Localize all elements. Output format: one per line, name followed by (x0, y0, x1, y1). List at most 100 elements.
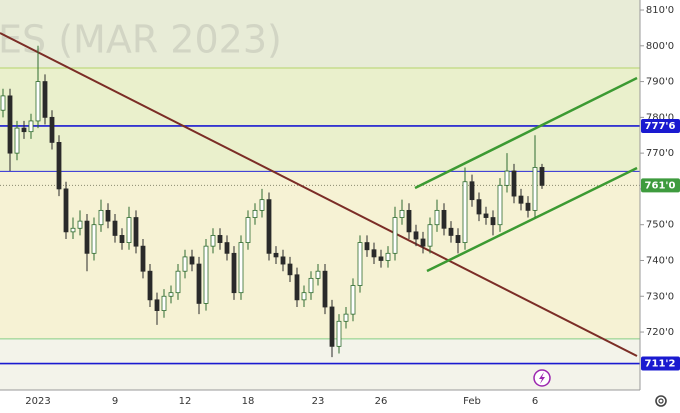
candle-body (539, 167, 545, 186)
candle-body (98, 209, 104, 226)
candle-body (301, 292, 307, 301)
candle-body (77, 220, 83, 229)
candle-body (7, 95, 13, 154)
candle-body (140, 245, 146, 272)
candle-body (119, 235, 125, 243)
candle-body (266, 199, 272, 254)
y-tick-label: 770'0 (646, 148, 674, 159)
zone (0, 338, 640, 390)
candle-body (196, 263, 202, 304)
candle-body (406, 209, 412, 233)
candle-body (252, 209, 258, 218)
candle-body (350, 285, 356, 315)
candle-body (448, 227, 454, 236)
candle-body (245, 217, 251, 243)
candle-body (273, 252, 279, 258)
event-bolt (539, 372, 545, 384)
candle-body (392, 217, 398, 254)
candle-body (518, 195, 524, 204)
candle-body (35, 81, 41, 122)
candle-body (420, 238, 426, 247)
candle-body (469, 181, 475, 201)
y-tick-label: 810'0 (646, 5, 674, 16)
candle-body (84, 220, 90, 254)
candles (0, 45, 545, 358)
axis-labels: 720'0730'0740'0750'0760'0770'0780'0790'0… (25, 5, 680, 407)
candle-body (462, 181, 468, 243)
trend-line (0, 32, 638, 357)
candle-body (70, 227, 76, 233)
candle-body (154, 299, 160, 311)
candle-body (175, 270, 181, 294)
candle-body (441, 209, 447, 229)
y-tick-label: 720'0 (646, 327, 674, 338)
candle-body (182, 256, 188, 272)
candle-body (399, 209, 405, 218)
candle-body (371, 249, 377, 258)
channel-lower (426, 166, 638, 273)
x-tick-label: 23 (312, 396, 325, 407)
candle-body (161, 295, 167, 311)
candle-body (357, 242, 363, 286)
candle-body (413, 231, 419, 240)
watermark: ES (MAR 2023) (0, 18, 282, 62)
time-axis (0, 390, 640, 413)
candle-body (91, 224, 97, 254)
candle-body (294, 274, 300, 301)
price-label-box (641, 356, 680, 371)
price-label: 777'6 (645, 121, 676, 132)
price-label-box (641, 118, 680, 133)
candle-body (21, 127, 27, 133)
candle-body (532, 167, 538, 211)
candle-body (63, 188, 69, 233)
candle-body (483, 213, 489, 218)
candle-body (168, 292, 174, 297)
candle-body (315, 270, 321, 279)
candle-body (42, 81, 48, 118)
x-tick-label: Feb (463, 396, 481, 407)
y-tick-label: 800'0 (646, 41, 674, 52)
settings-icon[interactable] (655, 395, 667, 407)
zone (0, 171, 640, 339)
candle-body (427, 224, 433, 247)
candle-body (504, 170, 510, 186)
candle-body (189, 256, 195, 265)
candle-body (308, 277, 314, 294)
candle-body (280, 256, 286, 265)
candle-body (49, 116, 55, 143)
zone (0, 67, 640, 172)
candle-body (0, 95, 6, 111)
x-tick-label: 18 (242, 396, 255, 407)
candle-body (210, 235, 216, 247)
price-label: 761'0 (645, 180, 676, 191)
candle-body (329, 306, 335, 347)
price-axis (640, 0, 680, 413)
candle-body (217, 235, 223, 243)
candle-body (224, 242, 230, 254)
candle-body (385, 252, 391, 261)
candle-body (56, 142, 62, 190)
x-tick-label: 2023 (25, 396, 50, 407)
candle-body (259, 199, 265, 211)
y-tick-label: 780'0 (646, 112, 674, 123)
price-label: 711'2 (645, 359, 676, 370)
candle-body (455, 235, 461, 243)
candle-body (497, 184, 503, 226)
x-tick-label: 26 (375, 396, 388, 407)
candle-body (490, 217, 496, 226)
candle-body (147, 270, 153, 301)
price-label-box (641, 178, 680, 193)
candle-body (28, 120, 34, 133)
candle-body (203, 245, 209, 304)
candle-body (231, 252, 237, 294)
channel-upper (414, 76, 638, 190)
candle-body (322, 270, 328, 308)
candle-body (343, 313, 349, 322)
candle-body (112, 220, 118, 236)
y-tick-label: 790'0 (646, 77, 674, 88)
candle-body (476, 199, 482, 215)
candle-body (336, 320, 342, 347)
x-tick-label: 12 (179, 396, 192, 407)
zones (0, 0, 640, 390)
candle-body (511, 170, 517, 197)
